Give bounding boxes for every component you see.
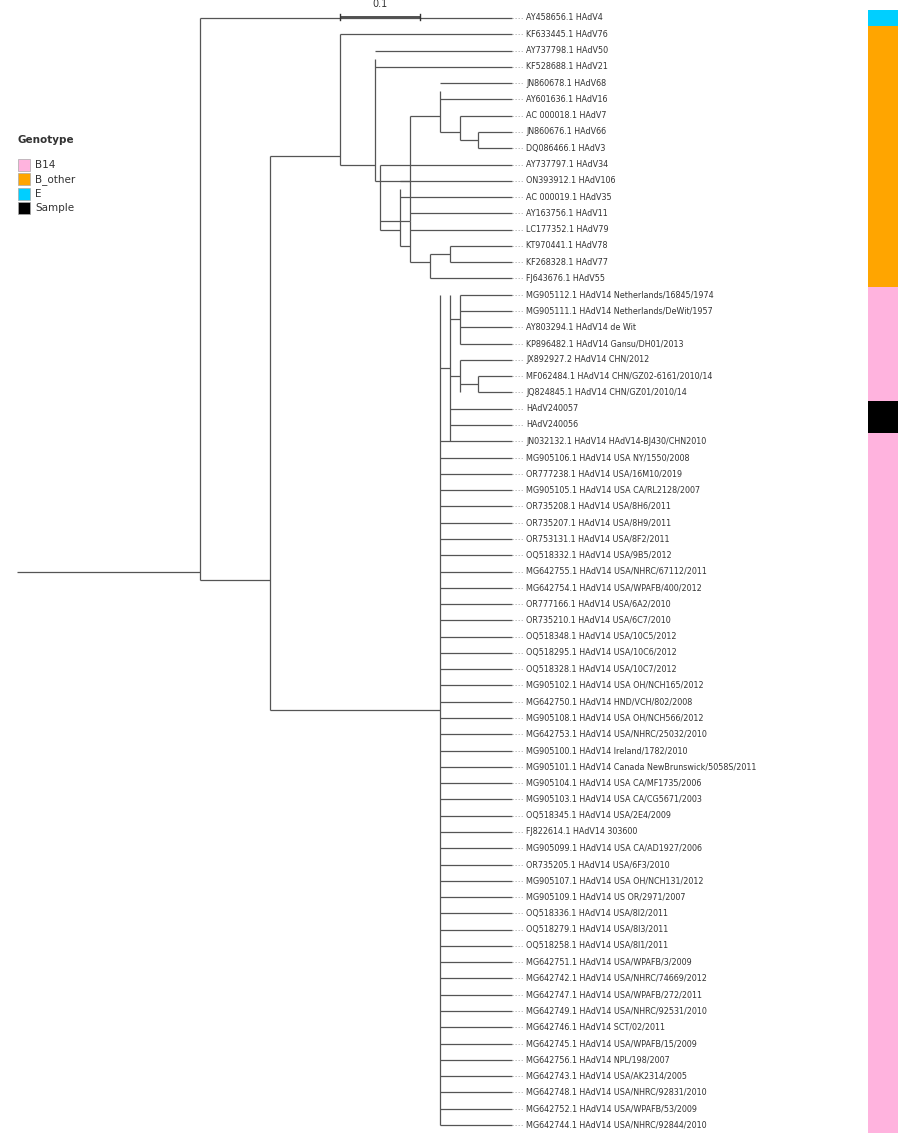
Bar	[18, 188, 30, 200]
Text: Genotype: Genotype	[18, 135, 75, 145]
Text: MG905109.1 HAdV14 US OR/2971/2007: MG905109.1 HAdV14 US OR/2971/2007	[526, 893, 686, 902]
Text: LC177352.1 HAdV79: LC177352.1 HAdV79	[526, 225, 608, 234]
Text: OQ518295.1 HAdV14 USA/10C6/2012: OQ518295.1 HAdV14 USA/10C6/2012	[526, 649, 677, 658]
Text: E: E	[35, 189, 41, 198]
Text: B_other: B_other	[35, 173, 76, 185]
Text: MG905104.1 HAdV14 USA CA/MF1735/2006: MG905104.1 HAdV14 USA CA/MF1735/2006	[526, 779, 701, 788]
Text: AY737797.1 HAdV34: AY737797.1 HAdV34	[526, 160, 608, 169]
Text: JN032132.1 HAdV14 HAdV14-BJ430/CHN2010: JN032132.1 HAdV14 HAdV14-BJ430/CHN2010	[526, 437, 707, 446]
Text: MG905101.1 HAdV14 Canada NewBrunswick/5058S/2011: MG905101.1 HAdV14 Canada NewBrunswick/50…	[526, 763, 756, 772]
Bar	[18, 173, 30, 185]
Text: MG905100.1 HAdV14 Ireland/1782/2010: MG905100.1 HAdV14 Ireland/1782/2010	[526, 746, 688, 755]
Text: MG642744.1 HAdV14 USA/NHRC/92844/2010: MG642744.1 HAdV14 USA/NHRC/92844/2010	[526, 1121, 707, 1130]
Text: JX892927.2 HAdV14 CHN/2012: JX892927.2 HAdV14 CHN/2012	[526, 356, 649, 365]
Text: MG642743.1 HAdV14 USA/AK2314/2005: MG642743.1 HAdV14 USA/AK2314/2005	[526, 1072, 687, 1081]
Text: MG905108.1 HAdV14 USA OH/NCH566/2012: MG905108.1 HAdV14 USA OH/NCH566/2012	[526, 714, 704, 723]
Text: HAdV240056: HAdV240056	[526, 421, 578, 430]
Text: MG642748.1 HAdV14 USA/NHRC/92831/2010: MG642748.1 HAdV14 USA/NHRC/92831/2010	[526, 1088, 707, 1097]
Text: AC 000018.1 HAdV7: AC 000018.1 HAdV7	[526, 112, 607, 120]
Text: OR735205.1 HAdV14 USA/6F3/2010: OR735205.1 HAdV14 USA/6F3/2010	[526, 860, 670, 869]
Text: KF268328.1 HAdV77: KF268328.1 HAdV77	[526, 258, 608, 267]
Text: MG642756.1 HAdV14 NPL/198/2007: MG642756.1 HAdV14 NPL/198/2007	[526, 1056, 670, 1065]
Text: KT970441.1 HAdV78: KT970441.1 HAdV78	[526, 242, 608, 251]
Text: MG642753.1 HAdV14 USA/NHRC/25032/2010: MG642753.1 HAdV14 USA/NHRC/25032/2010	[526, 730, 707, 739]
Text: JQ824845.1 HAdV14 CHN/GZ01/2010/14: JQ824845.1 HAdV14 CHN/GZ01/2010/14	[526, 388, 687, 397]
Text: Sample: Sample	[35, 203, 74, 213]
Text: OQ518279.1 HAdV14 USA/8I3/2011: OQ518279.1 HAdV14 USA/8I3/2011	[526, 926, 668, 934]
Text: OQ518348.1 HAdV14 USA/10C5/2012: OQ518348.1 HAdV14 USA/10C5/2012	[526, 632, 677, 641]
Text: KP896482.1 HAdV14 Gansu/DH01/2013: KP896482.1 HAdV14 Gansu/DH01/2013	[526, 339, 683, 348]
Text: MG642746.1 HAdV14 SCT/02/2011: MG642746.1 HAdV14 SCT/02/2011	[526, 1023, 665, 1032]
Text: MG905102.1 HAdV14 USA OH/NCH165/2012: MG905102.1 HAdV14 USA OH/NCH165/2012	[526, 681, 704, 690]
Bar	[18, 203, 30, 214]
Text: DQ086466.1 HAdV3: DQ086466.1 HAdV3	[526, 144, 606, 153]
Text: OR735207.1 HAdV14 USA/8H9/2011: OR735207.1 HAdV14 USA/8H9/2011	[526, 519, 671, 527]
Text: MG642745.1 HAdV14 USA/WPAFB/15/2009: MG642745.1 HAdV14 USA/WPAFB/15/2009	[526, 1039, 697, 1048]
Text: MG642750.1 HAdV14 HND/VCH/802/2008: MG642750.1 HAdV14 HND/VCH/802/2008	[526, 698, 692, 707]
Text: MG905103.1 HAdV14 USA CA/CG5671/2003: MG905103.1 HAdV14 USA CA/CG5671/2003	[526, 795, 702, 804]
Text: OR777238.1 HAdV14 USA/16M10/2019: OR777238.1 HAdV14 USA/16M10/2019	[526, 470, 682, 479]
Text: OR735210.1 HAdV14 USA/6C7/2010: OR735210.1 HAdV14 USA/6C7/2010	[526, 616, 670, 625]
Text: JN860676.1 HAdV66: JN860676.1 HAdV66	[526, 128, 606, 137]
Text: OQ518332.1 HAdV14 USA/9B5/2012: OQ518332.1 HAdV14 USA/9B5/2012	[526, 551, 671, 560]
Text: OQ518258.1 HAdV14 USA/8I1/2011: OQ518258.1 HAdV14 USA/8I1/2011	[526, 942, 668, 951]
Text: MG642742.1 HAdV14 USA/NHRC/74669/2012: MG642742.1 HAdV14 USA/NHRC/74669/2012	[526, 974, 707, 983]
Text: AY458656.1 HAdV4: AY458656.1 HAdV4	[526, 14, 603, 23]
Text: OR753131.1 HAdV14 USA/8F2/2011: OR753131.1 HAdV14 USA/8F2/2011	[526, 535, 670, 544]
Text: MG642754.1 HAdV14 USA/WPAFB/400/2012: MG642754.1 HAdV14 USA/WPAFB/400/2012	[526, 584, 702, 593]
Bar	[868, 433, 898, 1133]
Text: MG642749.1 HAdV14 USA/NHRC/92531/2010: MG642749.1 HAdV14 USA/NHRC/92531/2010	[526, 1007, 707, 1016]
Text: MG905105.1 HAdV14 USA CA/RL2128/2007: MG905105.1 HAdV14 USA CA/RL2128/2007	[526, 486, 700, 495]
Text: AC 000019.1 HAdV35: AC 000019.1 HAdV35	[526, 193, 612, 202]
Text: OQ518328.1 HAdV14 USA/10C7/2012: OQ518328.1 HAdV14 USA/10C7/2012	[526, 665, 677, 674]
Text: OR735208.1 HAdV14 USA/8H6/2011: OR735208.1 HAdV14 USA/8H6/2011	[526, 502, 670, 511]
Text: AY601636.1 HAdV16: AY601636.1 HAdV16	[526, 95, 608, 104]
Text: MG905107.1 HAdV14 USA OH/NCH131/2012: MG905107.1 HAdV14 USA OH/NCH131/2012	[526, 877, 704, 886]
Text: JN860678.1 HAdV68: JN860678.1 HAdV68	[526, 79, 606, 88]
Bar	[868, 286, 898, 400]
Text: KF528688.1 HAdV21: KF528688.1 HAdV21	[526, 63, 608, 72]
Text: MG905106.1 HAdV14 USA NY/1550/2008: MG905106.1 HAdV14 USA NY/1550/2008	[526, 453, 689, 462]
Bar	[868, 400, 898, 433]
Bar	[868, 26, 898, 286]
Text: MG905099.1 HAdV14 USA CA/AD1927/2006: MG905099.1 HAdV14 USA CA/AD1927/2006	[526, 844, 702, 853]
Text: ON393912.1 HAdV106: ON393912.1 HAdV106	[526, 177, 616, 186]
Text: OR777166.1 HAdV14 USA/6A2/2010: OR777166.1 HAdV14 USA/6A2/2010	[526, 600, 670, 609]
Text: HAdV240057: HAdV240057	[526, 405, 578, 413]
Text: MG642747.1 HAdV14 USA/WPAFB/272/2011: MG642747.1 HAdV14 USA/WPAFB/272/2011	[526, 991, 702, 1000]
Text: MG642752.1 HAdV14 USA/WPAFB/53/2009: MG642752.1 HAdV14 USA/WPAFB/53/2009	[526, 1105, 697, 1114]
Text: MF062484.1 HAdV14 CHN/GZ02-6161/2010/14: MF062484.1 HAdV14 CHN/GZ02-6161/2010/14	[526, 372, 713, 381]
Text: B14: B14	[35, 160, 56, 170]
Text: MG905111.1 HAdV14 Netherlands/DeWit/1957: MG905111.1 HAdV14 Netherlands/DeWit/1957	[526, 307, 713, 316]
Text: OQ518336.1 HAdV14 USA/8I2/2011: OQ518336.1 HAdV14 USA/8I2/2011	[526, 909, 668, 918]
Text: OQ518345.1 HAdV14 USA/2E4/2009: OQ518345.1 HAdV14 USA/2E4/2009	[526, 812, 671, 820]
Text: 0.1: 0.1	[373, 0, 388, 9]
Text: FJ643676.1 HAdV55: FJ643676.1 HAdV55	[526, 274, 605, 283]
Text: MG905112.1 HAdV14 Netherlands/16845/1974: MG905112.1 HAdV14 Netherlands/16845/1974	[526, 291, 714, 299]
Text: KF633445.1 HAdV76: KF633445.1 HAdV76	[526, 30, 608, 39]
Text: AY163756.1 HAdV11: AY163756.1 HAdV11	[526, 209, 608, 218]
Bar	[18, 158, 30, 171]
Text: AY803294.1 HAdV14 de Wit: AY803294.1 HAdV14 de Wit	[526, 323, 636, 332]
Text: FJ822614.1 HAdV14 303600: FJ822614.1 HAdV14 303600	[526, 828, 637, 837]
Text: MG642751.1 HAdV14 USA/WPAFB/3/2009: MG642751.1 HAdV14 USA/WPAFB/3/2009	[526, 958, 692, 967]
Bar	[868, 10, 898, 26]
Text: AY737798.1 HAdV50: AY737798.1 HAdV50	[526, 46, 608, 55]
Text: MG642755.1 HAdV14 USA/NHRC/67112/2011: MG642755.1 HAdV14 USA/NHRC/67112/2011	[526, 567, 707, 576]
